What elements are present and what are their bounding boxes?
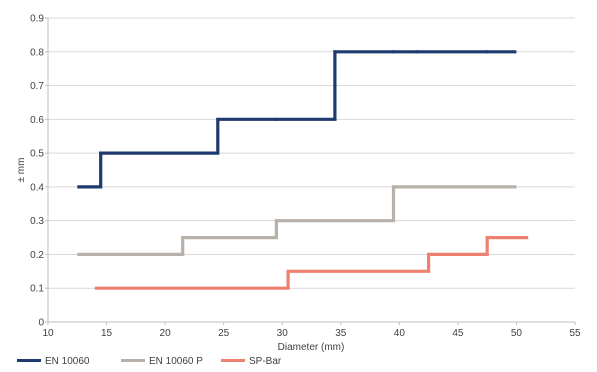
- data-point: [415, 50, 419, 54]
- x-tick-label: 25: [218, 328, 230, 339]
- series-en-10060-p: [77, 185, 517, 256]
- legend-item: EN 10060 P: [121, 356, 203, 367]
- y-tick-label: 0.5: [30, 149, 44, 160]
- x-tick-label: 55: [569, 328, 581, 339]
- data-point: [181, 235, 185, 240]
- series-line: [77, 185, 517, 256]
- x-axis-title: Diameter (mm): [278, 342, 345, 353]
- y-tick-label: 0.8: [30, 47, 44, 58]
- data-point: [99, 151, 103, 155]
- series-sp-bar: [94, 235, 529, 290]
- y-tick-labels: 0 0.1 0.2 0.3 0.4 0.5 0.6 0.7 0.8 0.9: [30, 14, 44, 329]
- series-line: [94, 236, 529, 290]
- data-point: [427, 252, 431, 257]
- x-tick-label: 35: [335, 328, 347, 339]
- x-tick-label: 15: [101, 328, 113, 339]
- y-tick-label: 0.1: [30, 284, 44, 295]
- series-line: [77, 50, 517, 189]
- data-point: [391, 50, 396, 54]
- y-tick-label: 0.3: [30, 216, 44, 227]
- legend-item: EN 10060: [17, 356, 90, 367]
- series-en-10060: [77, 50, 517, 189]
- legend-item: SP-Bar: [221, 356, 282, 367]
- data-point: [485, 235, 489, 240]
- x-tick-label: 45: [452, 328, 464, 339]
- y-tick-label: 0.6: [30, 115, 44, 126]
- series-group: [77, 50, 529, 290]
- data-point: [485, 50, 489, 54]
- y-tick-label: 0.9: [30, 14, 44, 25]
- data-point: [274, 117, 278, 121]
- legend-label: EN 10060: [45, 356, 90, 367]
- axes: [45, 17, 576, 325]
- x-tick-label: 30: [277, 328, 289, 339]
- x-tick-label: 20: [160, 328, 172, 339]
- data-point: [421, 185, 425, 189]
- y-tick-label: 0.7: [30, 81, 44, 92]
- legend-label: SP-Bar: [249, 356, 282, 367]
- y-tick-label: 0.2: [30, 250, 44, 261]
- x-tick-labels: 10 15 20 25 30 35 40 45 50 55: [42, 328, 581, 339]
- legend: EN 10060 EN 10060 P SP-Bar: [17, 356, 282, 367]
- data-point: [286, 269, 290, 273]
- x-tick-label: 40: [394, 328, 406, 339]
- x-tick-label: 50: [511, 328, 523, 339]
- y-axis-title: ± mm: [16, 158, 27, 183]
- y-tick-label: 0.4: [30, 182, 44, 193]
- x-tick-label: 10: [42, 328, 54, 339]
- data-point: [333, 50, 337, 54]
- data-point: [485, 185, 489, 189]
- data-point: [391, 185, 396, 189]
- legend-label: EN 10060 P: [149, 356, 203, 367]
- y-tick-label: 0: [38, 318, 44, 329]
- data-point: [274, 219, 278, 223]
- data-point: [216, 117, 220, 121]
